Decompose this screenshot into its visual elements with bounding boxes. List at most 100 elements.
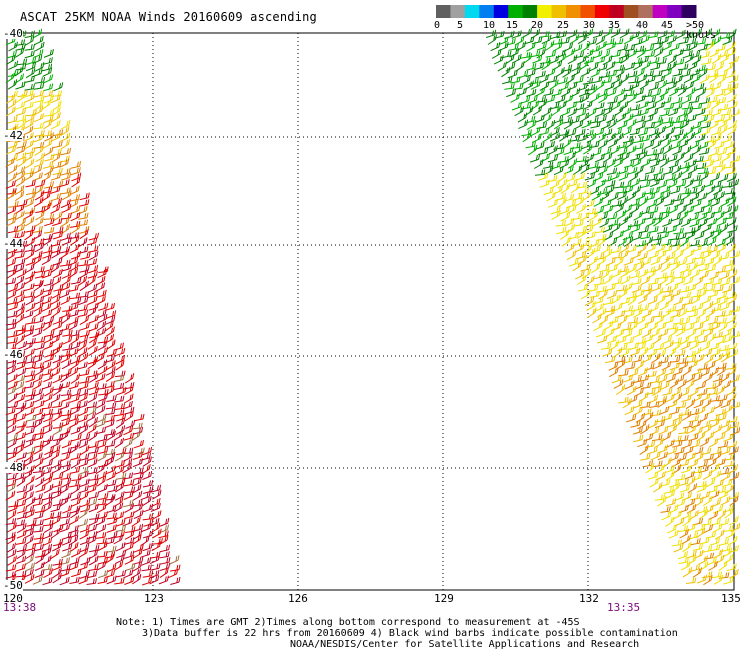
legend-label: 0 <box>434 20 441 31</box>
wind-barb <box>8 201 19 208</box>
wind-barb <box>606 335 617 344</box>
wind-barb <box>14 47 25 58</box>
wind-barb <box>727 535 738 546</box>
wind-barb <box>95 516 106 526</box>
wind-barb <box>668 160 679 169</box>
wind-barb <box>603 274 613 285</box>
wind-barb <box>683 73 694 84</box>
wind-barb <box>79 536 91 546</box>
wind-barb <box>718 490 729 499</box>
wind-barb <box>717 394 728 402</box>
wind-barb <box>34 561 45 571</box>
wind-barb <box>53 226 64 235</box>
wind-barb <box>5 518 17 525</box>
wind-barb <box>551 88 563 97</box>
wind-barb <box>97 446 109 455</box>
wind-barb <box>43 373 54 383</box>
wind-barb <box>16 548 26 560</box>
wind-barb <box>694 231 705 240</box>
wind-barb <box>14 39 26 46</box>
wind-barb <box>656 322 667 332</box>
wind-barb <box>728 545 739 553</box>
wind-barb <box>699 437 710 448</box>
wind-barb <box>15 282 25 292</box>
wind-barb <box>98 460 109 468</box>
wind-barb <box>35 152 45 163</box>
wind-barb <box>631 304 642 312</box>
wind-barb <box>657 451 668 461</box>
wind-barb <box>150 484 162 493</box>
wind-barb <box>727 392 737 403</box>
wind-barb <box>25 543 37 552</box>
wind-barb <box>15 43 26 51</box>
wind-barb <box>70 373 80 384</box>
wind-barb <box>584 199 595 208</box>
wind-barb <box>77 361 88 370</box>
wind-barb <box>43 341 54 350</box>
wind-barb <box>710 198 721 207</box>
wind-barb <box>493 55 504 65</box>
wind-barb <box>632 37 643 46</box>
wind-barb <box>520 51 531 59</box>
wind-barb <box>624 44 636 52</box>
wind-barb <box>51 542 62 552</box>
wind-barb <box>34 129 45 137</box>
wind-barb <box>581 140 592 150</box>
wind-barb <box>720 399 731 409</box>
wind-barb <box>695 381 707 390</box>
wind-barb <box>61 531 72 540</box>
wind-barb <box>623 336 635 345</box>
wind-barb <box>105 451 116 462</box>
wind-barb <box>634 387 644 397</box>
wind-barb <box>635 337 646 345</box>
wind-barb <box>106 545 117 553</box>
wind-barb <box>98 492 109 501</box>
wind-barb <box>6 205 17 215</box>
wind-barb <box>584 296 595 306</box>
wind-barb <box>722 212 734 220</box>
wind-barb <box>633 434 644 443</box>
wind-barb <box>670 213 681 222</box>
wind-barb <box>529 100 540 111</box>
wind-barb <box>685 577 697 584</box>
wind-barb <box>6 482 16 493</box>
wind-barb <box>43 264 55 273</box>
wind-barb <box>664 439 675 449</box>
wind-barb <box>583 28 594 39</box>
wind-barb <box>713 400 724 410</box>
wind-barb <box>124 373 135 384</box>
wind-barb <box>159 517 170 527</box>
wind-barb <box>627 263 637 274</box>
wind-barb <box>526 41 536 52</box>
wind-barb <box>622 398 632 409</box>
wind-barb <box>681 394 692 403</box>
wind-barb <box>122 463 132 474</box>
wind-barb <box>677 108 688 118</box>
wind-barb <box>6 473 17 481</box>
wind-barb <box>528 144 538 156</box>
wind-barb <box>43 413 54 423</box>
wind-barb <box>62 335 73 345</box>
wind-barb <box>581 119 592 129</box>
wind-barb <box>122 400 133 410</box>
wind-barb <box>25 374 36 383</box>
wind-barb <box>69 329 80 337</box>
wind-barb <box>150 563 161 571</box>
wind-barb <box>622 204 633 215</box>
wind-barb <box>97 503 107 514</box>
wind-barb <box>71 569 82 578</box>
wind-barb <box>682 31 694 39</box>
wind-barb <box>715 88 726 97</box>
wind-barb <box>705 531 716 539</box>
wind-barb <box>32 575 43 585</box>
legend-color-swatch <box>464 5 480 18</box>
wind-barb <box>678 427 689 435</box>
lat-label-48: -48 <box>3 461 23 474</box>
wind-barb <box>132 458 143 468</box>
wind-barb <box>25 446 36 455</box>
wind-barb <box>572 261 582 272</box>
wind-barb <box>551 105 561 116</box>
wind-barb <box>649 477 659 488</box>
wind-barb <box>630 224 641 233</box>
wind-barb <box>715 385 725 396</box>
